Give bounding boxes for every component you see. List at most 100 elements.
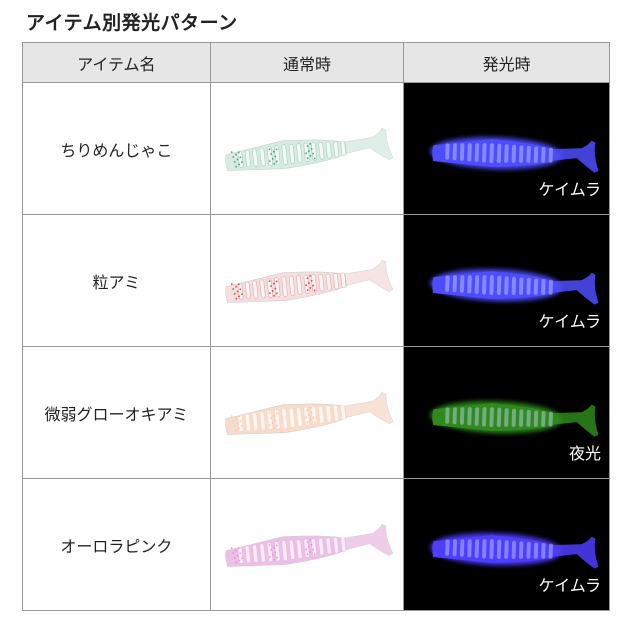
item-name: 微弱グローオキアミ: [22, 346, 211, 479]
lure-fleck: [272, 546, 275, 549]
lure-rib: [452, 143, 458, 161]
lure-rib: [511, 408, 517, 427]
normal-lure-image: [209, 82, 405, 215]
glow-lure-image: ケイムラ: [403, 478, 610, 611]
normal-lure-image: [209, 214, 405, 347]
lure-illustration: [430, 137, 599, 173]
lure-fleck: [274, 551, 276, 554]
lure-fleck: [233, 160, 236, 163]
lure-rib: [237, 282, 244, 300]
lure-fleck: [269, 549, 272, 551]
lure-fleck: [234, 549, 237, 552]
lure-rib: [526, 409, 532, 427]
lure-fleck: [275, 148, 278, 151]
lure-fleck: [234, 285, 237, 288]
lure-rib: [497, 539, 502, 560]
lure-rib: [259, 543, 266, 563]
glow-lure-image: ケイムラ: [403, 214, 610, 347]
lure-rib: [244, 149, 251, 168]
lure-fleck: [268, 292, 271, 295]
lure-fleck: [311, 416, 314, 419]
lure-rib: [460, 143, 465, 161]
lure-rib: [519, 541, 524, 559]
lure-fleck: [313, 553, 316, 556]
lure-rib: [266, 542, 273, 562]
lure-fleck: [275, 412, 278, 415]
lure-rib: [452, 275, 458, 293]
lure-illustration: [430, 401, 599, 437]
lure-fleck: [236, 422, 239, 425]
lure-fleck: [272, 426, 275, 429]
lure-rib: [482, 539, 487, 559]
lure-rib: [325, 141, 332, 159]
lure-fleck: [272, 282, 275, 285]
lure-rib: [288, 407, 295, 428]
lure-rib: [519, 409, 524, 427]
lure-rib: [251, 148, 258, 167]
lure-illustration: [430, 269, 599, 305]
lure-rib: [511, 276, 517, 295]
lure-rib: [303, 538, 310, 558]
lure-fleck: [237, 163, 240, 166]
lure-rib: [273, 409, 281, 430]
lure-rib: [474, 407, 480, 426]
lure-rib: [526, 277, 532, 295]
lure-tail: [340, 259, 393, 292]
lure-fleck: [230, 283, 233, 286]
lure-rib: [310, 538, 317, 557]
lure-rib: [489, 407, 495, 428]
lure-rib: [288, 143, 295, 164]
lure-fleck: [239, 288, 241, 291]
lure-rib: [467, 275, 473, 294]
lure-fleck: [239, 156, 241, 159]
lure-tail: [340, 523, 393, 556]
glow-pattern-table: アイテム名 通常時 発光時 ちりめんじゃこ ケイムラ 粒アミ ケイムラ 微弱グロ…: [22, 42, 610, 611]
lure-fleck: [307, 546, 310, 548]
lure-fleck: [306, 553, 309, 556]
lure-rib: [237, 546, 244, 564]
lure-rib: [318, 537, 324, 556]
lure-fleck: [237, 283, 240, 286]
lure-fleck: [306, 145, 308, 148]
lure-fleck: [237, 295, 240, 298]
lure-rib: [303, 142, 310, 162]
lure-rib: [460, 275, 465, 293]
lure-rib: [504, 144, 510, 163]
table-row: ちりめんじゃこ ケイムラ: [22, 82, 610, 215]
glow-lure-image: 夜光: [403, 346, 610, 479]
lure-fleck: [232, 288, 234, 290]
lure-fleck: [275, 160, 278, 163]
lure-rib: [548, 411, 554, 427]
lure-fleck: [275, 292, 278, 295]
lure-rib: [534, 146, 539, 163]
lure-fleck: [235, 429, 237, 432]
lure-rib: [295, 539, 303, 559]
lure-fleck: [235, 165, 237, 168]
lure-illustration: [224, 259, 393, 303]
lure-tail: [549, 536, 599, 569]
lure-fleck: [232, 420, 234, 422]
lure-body: [432, 271, 554, 300]
lure-rib: [310, 274, 317, 293]
lure-rib: [489, 275, 495, 296]
lure-fleck: [304, 284, 307, 287]
lure-fleck: [233, 424, 236, 427]
lure-rib: [259, 147, 266, 167]
lure-fleck: [313, 421, 316, 424]
lure-fleck: [304, 416, 307, 419]
lure-rib: [519, 277, 524, 295]
lure-rib: [325, 273, 332, 291]
lure-rib: [332, 405, 339, 422]
lure-rib: [445, 143, 450, 160]
lure-rib: [340, 404, 346, 421]
lure-rib: [332, 537, 339, 554]
lure-rib: [281, 144, 288, 165]
lure-fleck: [269, 153, 272, 155]
lure-rib: [237, 150, 244, 168]
lure-rib: [460, 539, 465, 557]
lure-rib: [281, 540, 288, 561]
lure-body: [432, 403, 554, 432]
lure-rib: [288, 275, 295, 296]
lure-fleck: [232, 156, 234, 158]
lure-fleck: [272, 150, 275, 153]
